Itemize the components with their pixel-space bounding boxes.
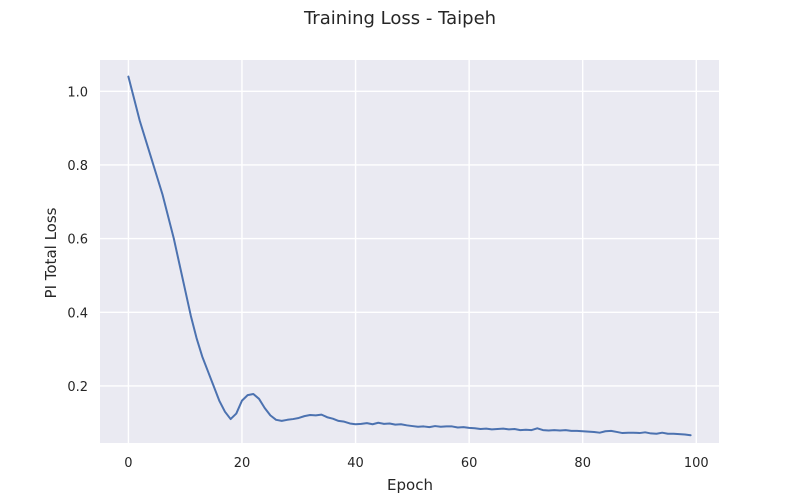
y-tick-label: 0.4 [67,306,88,321]
tick-labels: 0 20 40 60 80 100 0.2 0.4 0.6 0.8 1.0 [67,85,708,471]
chart-title: Training Loss - Taipeh [303,8,496,29]
x-tick-label: 60 [461,456,478,471]
plot-background [100,60,719,443]
x-tick-label: 20 [234,456,251,471]
x-tick-label: 40 [347,456,364,471]
loss-series-line [127,75,692,437]
y-axis-label: PI Total Loss [42,207,60,298]
x-tick-label: 80 [574,456,591,471]
y-tick-label: 1.0 [67,85,88,100]
y-tick-label: 0.8 [67,159,88,174]
x-tick-label: 100 [684,456,709,471]
y-tick-label: 0.6 [67,233,88,248]
x-tick-label: 0 [124,456,132,471]
x-axis-label: Epoch [387,476,433,494]
y-tick-label: 0.2 [67,380,88,395]
series-layer [127,75,692,437]
grid-lines [100,60,719,443]
